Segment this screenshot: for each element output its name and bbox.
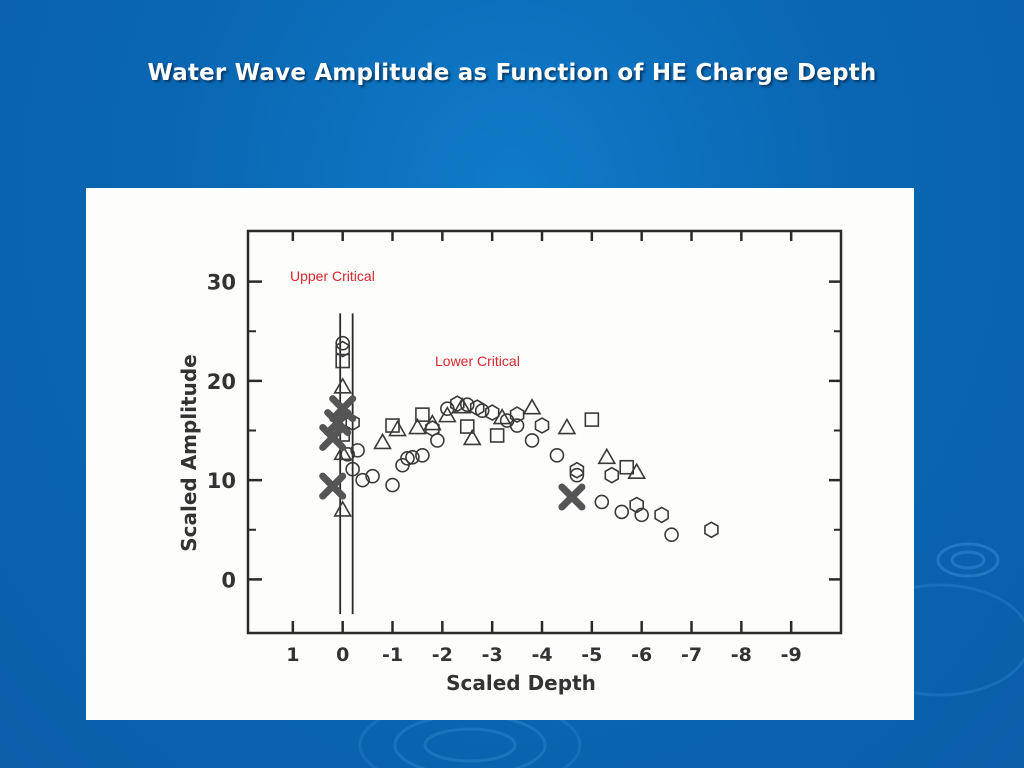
y-tick-label: 10 (207, 469, 236, 493)
circle-point (340, 447, 355, 462)
circle-point (405, 450, 420, 465)
circle-point (385, 477, 400, 493)
square-point (385, 418, 400, 433)
x-axis-label: Scaled Depth (446, 671, 596, 695)
cross-point (319, 423, 347, 451)
circle-point (345, 461, 360, 477)
square-point (584, 412, 600, 427)
triangle-point (462, 428, 482, 446)
slide-title: Water Wave Amplitude as Function of HE C… (147, 60, 877, 86)
triangle-point (333, 443, 353, 461)
cross-point (319, 472, 347, 500)
circle-point (335, 335, 350, 351)
square-point (415, 407, 430, 422)
hexagon-point (604, 466, 620, 484)
hexagon-point (484, 404, 500, 422)
circle-point (355, 472, 370, 488)
y-axis-label: Scaled Amplitude (177, 354, 201, 551)
hexagon-point (449, 395, 465, 413)
circle-point (499, 413, 515, 428)
circle-point (664, 527, 679, 543)
cross-point (558, 483, 586, 511)
circle-point (524, 433, 540, 448)
triangle-point (388, 419, 407, 437)
triangle-point (373, 432, 392, 450)
plot-frame (246, 229, 843, 635)
triangle-point (408, 417, 427, 435)
x-tick-label: -2 (432, 644, 453, 666)
x-tick-label: -4 (531, 644, 552, 666)
circle-point (400, 451, 415, 466)
x-tick-label: -9 (781, 644, 802, 666)
triangle-point (557, 417, 577, 435)
y-tick-label: 0 (221, 568, 236, 592)
hexagon-point (335, 340, 351, 358)
square-point (489, 428, 505, 443)
circle-point (509, 418, 525, 433)
triangle-point (627, 462, 647, 480)
x-tick-label: -5 (581, 644, 602, 666)
circle-point (474, 403, 490, 418)
circle-point (350, 443, 365, 458)
triangle-point (422, 413, 442, 431)
triangle-point (597, 447, 617, 465)
x-tick-label: -1 (382, 644, 403, 666)
x-tick-label: 1 (286, 644, 299, 666)
triangle-point (333, 500, 353, 517)
y-tick-label: 20 (207, 370, 236, 394)
x-tick-label: -6 (631, 644, 652, 666)
scanned-figure: 0 10 20 30 1 0 -1 -2 -3 -4 -5 -6 -7 -8 -9 Scaled Depth… (86, 188, 914, 720)
upper-critical-annotation: Upper Critical (290, 268, 375, 284)
lower-critical-annotation: Lower Critical (435, 353, 520, 369)
circle-point (365, 468, 380, 484)
hexagon-point (629, 496, 645, 514)
hexagon-point (425, 420, 440, 437)
circle-point (459, 397, 475, 413)
hexagon-point (469, 399, 485, 417)
triangle-point (333, 377, 353, 394)
circle-point (549, 448, 565, 463)
x-tick-label: 0 (336, 644, 349, 666)
circle-point (569, 467, 585, 483)
circle-point (614, 504, 630, 520)
x-tick-label: -8 (731, 644, 752, 666)
square-point (619, 459, 635, 475)
circle-point (634, 507, 649, 523)
square-point (459, 419, 475, 434)
hexagon-point (509, 406, 525, 424)
x-tick-label: -7 (681, 644, 702, 666)
hexagon-point (654, 506, 669, 524)
square-point (335, 353, 350, 369)
hexagon-point (704, 521, 719, 539)
triangle-point (522, 398, 542, 415)
circle-point (415, 448, 430, 463)
triangle-point (437, 406, 457, 423)
hexagon-point (534, 417, 550, 434)
triangle-point (452, 397, 472, 414)
hexagon-point (569, 461, 585, 479)
circle-point (594, 494, 610, 510)
y-tick-label: 30 (207, 271, 236, 295)
x-tick-label: -3 (482, 644, 503, 666)
